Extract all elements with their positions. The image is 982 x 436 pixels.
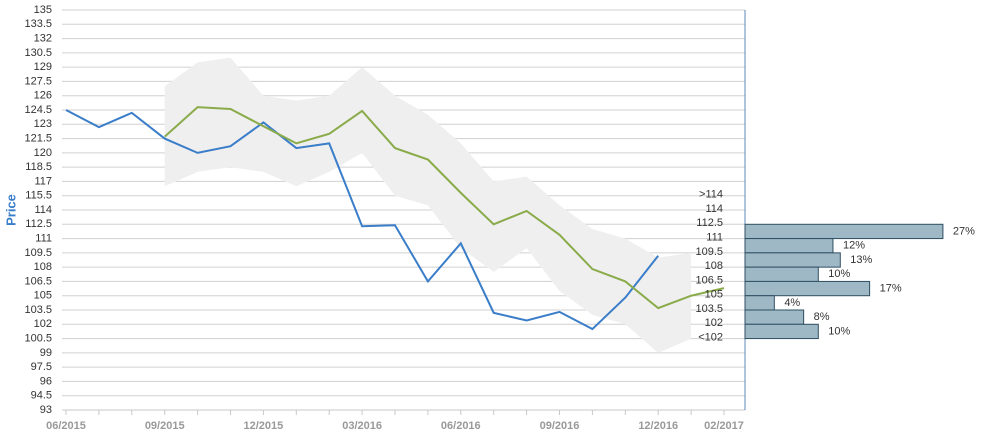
bar-value-label: 4%: [784, 297, 800, 309]
histogram-bar: [744, 252, 841, 268]
histogram-bar: [744, 238, 834, 254]
y-tick-label: 115.5: [25, 190, 52, 202]
y-tick-label: 135: [34, 4, 52, 16]
y-tick-label: 126: [34, 90, 52, 102]
y-tick-label: 117: [34, 175, 52, 187]
bar-value-label: 8%: [814, 311, 830, 323]
histogram-label: 114: [705, 203, 723, 215]
y-tick-label: 99: [40, 347, 52, 359]
x-tick-label: 06/2016: [441, 420, 481, 432]
y-tick-label: 93: [40, 404, 52, 416]
y-tick-label: 97.5: [31, 361, 52, 373]
histogram-bar: [744, 295, 775, 311]
y-tick-label: 118.5: [25, 161, 52, 173]
bar-value-label: 27%: [953, 225, 975, 237]
y-tick-label: 94.5: [31, 390, 52, 402]
x-tick-label: 02/2017: [704, 420, 744, 432]
y-tick-label: 121.5: [24, 132, 52, 144]
y-tick-label: 100.5: [24, 332, 52, 344]
y-tick-label: 133.5: [24, 18, 52, 30]
histogram-bar: [744, 280, 871, 297]
histogram-label: 108: [705, 260, 723, 272]
histogram-bar: [744, 323, 819, 340]
y-tick-label: 111: [35, 232, 52, 244]
range-band: [164, 57, 692, 353]
histogram-label: >114: [699, 189, 723, 201]
y-tick-label: 124.5: [24, 104, 52, 116]
histogram-label: 103.5: [695, 303, 723, 315]
y-tick-label: 129: [34, 61, 52, 73]
bar-value-label: 10%: [828, 325, 850, 337]
histogram-label: 111: [706, 231, 723, 243]
histogram-label: 106.5: [695, 274, 723, 286]
y-tick-label: 96: [40, 375, 52, 387]
x-tick-label: 09/2016: [540, 420, 580, 432]
y-tick-label: 112.5: [25, 218, 52, 230]
y-tick-label: 123: [34, 118, 52, 130]
x-tick-label: 12/2015: [244, 420, 284, 432]
y-tick-label: 127.5: [24, 75, 52, 87]
x-tick-label: 03/2016: [342, 420, 382, 432]
y-axis-label: Price: [3, 194, 18, 226]
histogram-bar: [744, 266, 819, 282]
y-tick-label: 130.5: [24, 47, 52, 59]
histogram-bar: [744, 309, 805, 325]
bar-value-label: 10%: [828, 268, 850, 280]
x-tick-label: 09/2015: [145, 420, 185, 432]
y-tick-label: 105: [34, 290, 52, 302]
bar-value-label: 13%: [850, 254, 872, 266]
y-tick-label: 102: [34, 318, 52, 330]
bar-value-label: 17%: [880, 282, 902, 294]
y-tick-label: 106.5: [24, 275, 52, 287]
histogram-bar: [744, 223, 944, 240]
line-series: [164, 106, 725, 310]
y-tick-label: 114: [34, 204, 52, 216]
histogram-label: 105: [705, 289, 723, 301]
x-tick-label: 12/2016: [638, 420, 678, 432]
histogram-label: 102: [705, 317, 723, 329]
line-series: [65, 109, 659, 331]
bar-value-label: 12%: [843, 240, 865, 252]
y-tick-label: 108: [34, 261, 52, 273]
y-tick-label: 103.5: [24, 304, 52, 316]
histogram-label: <102: [698, 331, 723, 343]
y-tick-label: 120: [34, 147, 52, 159]
x-tick-label: 06/2015: [46, 420, 86, 432]
histogram-label: 112.5: [696, 217, 723, 229]
y-tick-label: 109.5: [24, 247, 52, 259]
y-tick-label: 132: [34, 32, 52, 44]
histogram-label: 109.5: [695, 246, 723, 258]
